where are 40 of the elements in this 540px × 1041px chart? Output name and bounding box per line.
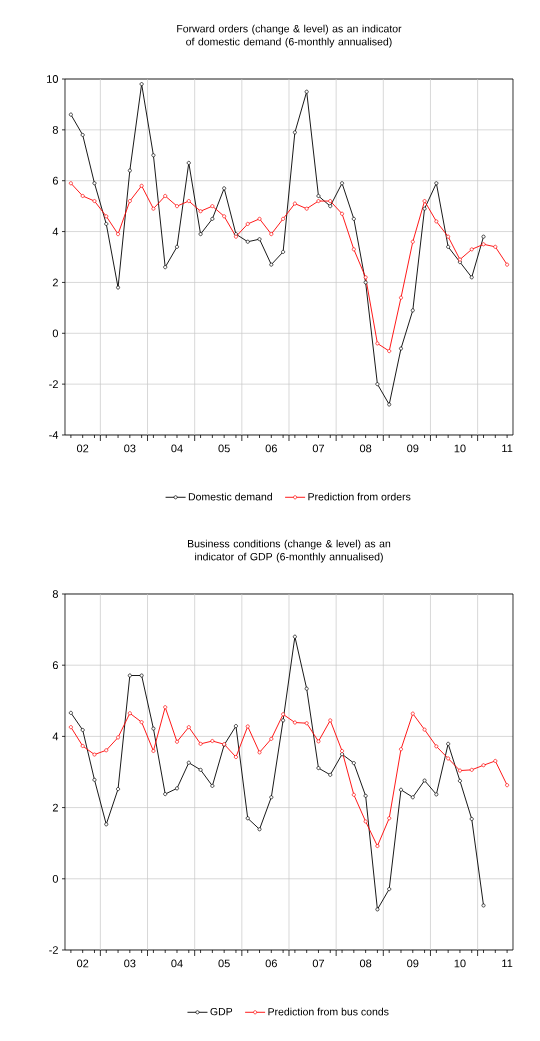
y-tick-label: 2 xyxy=(52,278,58,287)
x-tick-label: 10 xyxy=(454,444,466,453)
x-tick-label: 08 xyxy=(359,444,372,453)
x-tick-label: 04 xyxy=(171,444,183,453)
y-tick-label: -2 xyxy=(49,380,58,388)
x-tick-label: 10 xyxy=(454,959,466,968)
y-tick-label: 10 xyxy=(47,75,59,83)
x-tick-label: 03 xyxy=(124,444,136,453)
legend-label: Domestic demand xyxy=(188,492,272,501)
x-tick-label: 06 xyxy=(265,959,277,968)
y-tick-label: -2 xyxy=(49,946,58,954)
y-tick-label: 4 xyxy=(52,732,59,741)
x-tick-label: 06 xyxy=(265,444,277,453)
y-tick-label: -4 xyxy=(49,431,59,439)
x-tick-label: 05 xyxy=(218,959,230,968)
y-tick-label: 0 xyxy=(52,874,59,883)
legend-label: GDP xyxy=(210,1007,233,1016)
x-tick-label: 04 xyxy=(171,959,183,968)
x-tick-label: 07 xyxy=(312,444,325,453)
y-tick-label: 0 xyxy=(52,329,59,338)
chart-title: Forward orders (change & level) as an indicator of domestic demand (6-monthly annualised) xyxy=(177,24,402,48)
x-tick-label: 11 xyxy=(502,444,513,453)
y-tick-label: 2 xyxy=(52,803,58,812)
y-tick-label: 6 xyxy=(52,176,58,185)
y-tick-label: 8 xyxy=(52,125,58,134)
x-tick-label: 07 xyxy=(312,959,325,968)
x-tick-label: 02 xyxy=(76,444,89,453)
chart-title: Business conditions (change & level) as an indicator of GDP (6-monthly annualised) xyxy=(188,539,391,563)
y-tick-label: 6 xyxy=(52,661,58,670)
y-tick-label: 8 xyxy=(52,590,58,598)
legend-label: Prediction from bus conds xyxy=(268,1007,389,1016)
x-tick-label: 08 xyxy=(359,959,372,968)
x-tick-label: 09 xyxy=(407,959,419,968)
x-tick-label: 02 xyxy=(76,959,89,968)
legend-label: Prediction from orders xyxy=(308,492,411,501)
x-tick-label: 03 xyxy=(124,959,136,968)
y-tick-label: 4 xyxy=(52,227,59,236)
x-tick-label: 05 xyxy=(218,444,230,453)
x-tick-label: 09 xyxy=(407,444,419,453)
x-tick-label: 11 xyxy=(502,959,513,968)
